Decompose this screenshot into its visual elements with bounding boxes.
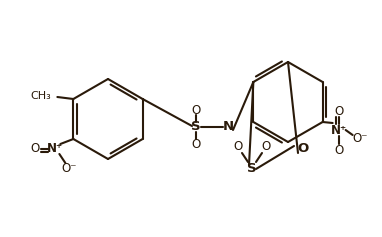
Text: N: N bbox=[222, 120, 233, 133]
Text: O: O bbox=[31, 142, 40, 155]
Text: N⁺: N⁺ bbox=[47, 142, 63, 155]
Text: S: S bbox=[191, 120, 201, 133]
Text: O: O bbox=[191, 104, 201, 117]
Text: O: O bbox=[334, 143, 343, 156]
Text: O: O bbox=[191, 137, 201, 150]
Text: O: O bbox=[261, 141, 270, 154]
Text: O⁻: O⁻ bbox=[352, 132, 367, 145]
Text: O: O bbox=[233, 141, 243, 154]
Text: N⁺: N⁺ bbox=[330, 123, 347, 137]
Text: S: S bbox=[247, 163, 257, 176]
Text: CH₃: CH₃ bbox=[31, 91, 51, 101]
Text: O⁻: O⁻ bbox=[62, 163, 77, 176]
Text: O: O bbox=[334, 105, 343, 118]
Text: O: O bbox=[297, 142, 309, 155]
